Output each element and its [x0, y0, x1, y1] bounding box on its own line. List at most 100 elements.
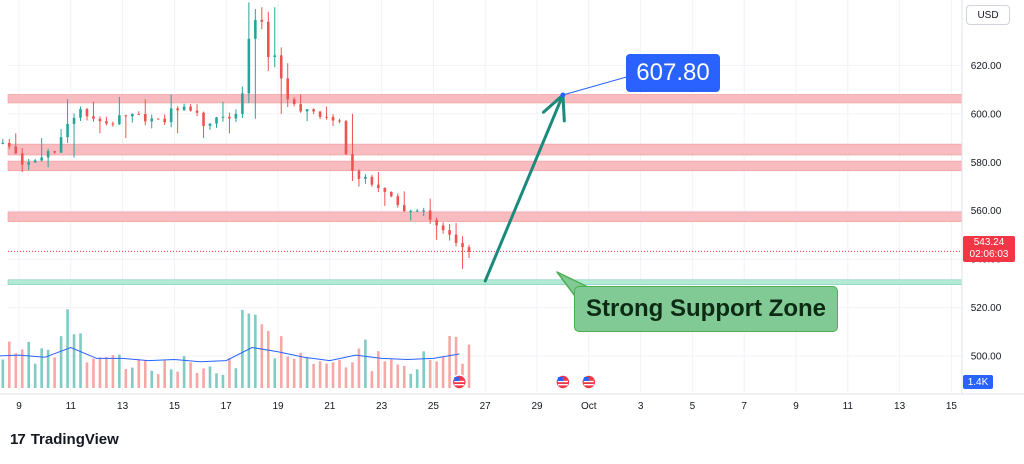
us-flag-event-icon: [555, 374, 571, 390]
support-zone-text: Strong Support Zone: [586, 295, 826, 322]
volume-bar: [266, 330, 270, 388]
projection-arrow-head: [561, 93, 566, 123]
volume-bar: [182, 356, 186, 388]
volume-bars: [0, 309, 471, 388]
volume-bar: [124, 369, 128, 388]
candle-body: [14, 146, 18, 154]
x-tick-label: 11: [66, 401, 77, 412]
volume-bar: [305, 357, 309, 388]
candle-body: [409, 210, 413, 212]
candle-body: [415, 210, 419, 212]
x-tick-label: 19: [272, 401, 284, 412]
candle-body: [1, 142, 5, 144]
support-zone-callout[interactable]: Strong Support Zone: [574, 286, 838, 332]
candle-body: [247, 38, 251, 94]
volume-bar: [228, 358, 231, 388]
candle-body: [234, 113, 238, 119]
volume-bar: [260, 324, 264, 388]
candle-body: [377, 184, 380, 189]
candle-countdown: 02:06:03: [969, 249, 1009, 260]
x-tick-label: 23: [376, 401, 388, 412]
candle-body: [266, 21, 270, 57]
us-flag-event-icon: [451, 374, 468, 390]
candle-body: [260, 19, 264, 22]
volume-bar: [279, 336, 283, 388]
volume-bar: [163, 360, 166, 388]
candle-body: [331, 116, 335, 121]
event-icon-canton: [583, 377, 589, 381]
candle-body: [202, 112, 205, 126]
volume-bar: [318, 361, 322, 388]
volume-bar: [111, 355, 115, 388]
candle-body: [357, 170, 361, 179]
volume-tag: 1.4K: [963, 375, 993, 389]
candle-body: [428, 210, 432, 220]
volume-bar: [254, 314, 257, 388]
candle-body: [422, 210, 425, 212]
candle-body: [292, 99, 296, 105]
candle-body: [370, 176, 374, 185]
candle-body: [33, 160, 37, 163]
y-tick-label: 620.00: [971, 61, 1002, 72]
volume-bar: [169, 369, 173, 388]
x-tick-label: 25: [428, 401, 440, 412]
candle-body: [215, 117, 218, 124]
candle-body: [325, 116, 328, 118]
candle-body: [254, 19, 257, 39]
y-tick-label: 520.00: [971, 303, 1002, 314]
volume-bar: [40, 348, 43, 388]
candle-body: [351, 154, 354, 171]
volume-bar: [402, 365, 406, 388]
brand-name: TradingView: [30, 431, 119, 448]
volume-bar: [351, 362, 354, 388]
volume-bar: [33, 363, 37, 388]
x-tick-label: 9: [793, 401, 799, 412]
resistance-zone: [7, 143, 963, 156]
volume-bar: [390, 359, 393, 388]
candle-body: [118, 115, 121, 125]
candle-body: [105, 121, 108, 124]
volume-bar: [150, 370, 154, 388]
candle-body: [169, 108, 173, 123]
resistance-zone: [7, 211, 963, 222]
x-tick-label: 11: [843, 401, 854, 412]
volume-bar: [137, 359, 141, 388]
grid-lines: [8, 0, 962, 392]
target-price-label[interactable]: 607.80: [626, 54, 720, 92]
volume-bar: [105, 356, 108, 388]
y-tick-label: 580.00: [971, 158, 1002, 169]
candle-body: [137, 113, 141, 115]
volume-bar: [143, 360, 147, 388]
event-icon-stripe: [454, 384, 465, 386]
tradingview-brand[interactable]: 17 TradingView: [10, 431, 119, 448]
projection-arrow-head: [541, 93, 565, 114]
volume-bar: [27, 341, 31, 388]
target-point: [560, 92, 566, 98]
volume-bar: [14, 353, 18, 388]
candle-body: [228, 116, 231, 119]
y-tick-label: 560.00: [971, 206, 1002, 217]
candle-body: [72, 117, 76, 124]
volume-bar: [422, 351, 425, 388]
candle-body: [150, 118, 154, 122]
volume-bar: [72, 334, 76, 388]
candle-body: [299, 104, 302, 112]
volume-bar: [325, 363, 328, 388]
event-icon-stripe: [583, 384, 594, 386]
candle-body: [396, 196, 400, 206]
volume-bar: [234, 368, 238, 388]
candle-body: [435, 219, 438, 226]
resistance-zone: [7, 160, 963, 172]
candle-body: [273, 55, 277, 57]
volume-bar: [383, 361, 387, 388]
currency-selector[interactable]: USD: [966, 5, 1010, 25]
volume-bar: [286, 356, 290, 388]
candle-body: [467, 247, 471, 252]
event-icon-stripe: [557, 384, 568, 386]
volume-bar: [189, 362, 192, 388]
volume-bar: [344, 367, 348, 388]
volume-bar: [435, 361, 438, 388]
volume-bar: [441, 356, 445, 388]
projection-arrow: [483, 93, 565, 283]
